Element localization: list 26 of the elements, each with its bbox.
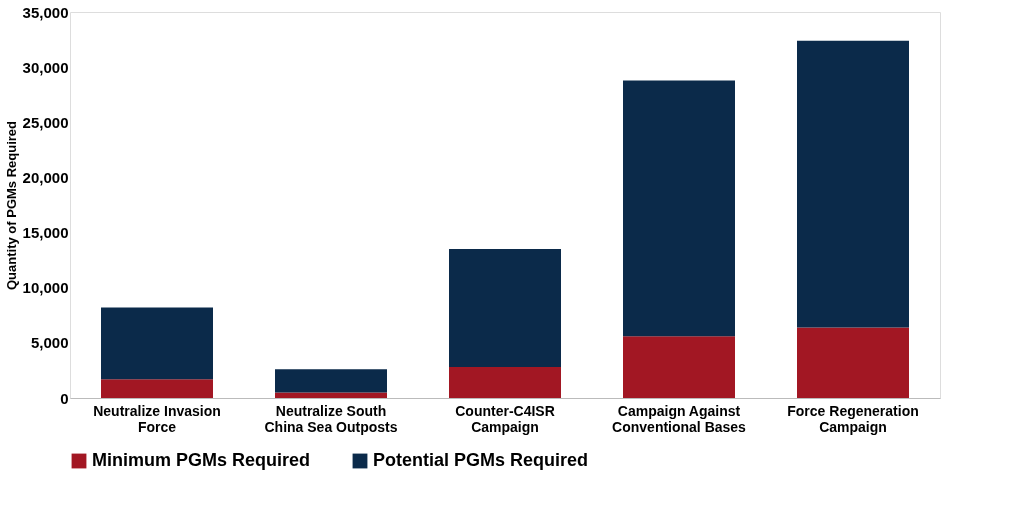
bar — [623, 80, 735, 337]
y-axis-title: Quantity of PGMs Required — [3, 120, 19, 291]
x-tick-label: Counter-C4ISR Campaign — [455, 402, 555, 435]
bar — [623, 336, 735, 398]
y-tick-label: 20,000 — [22, 168, 69, 186]
bar — [275, 392, 387, 398]
legend-label: Minimum PGMs Required — [92, 450, 311, 470]
bar — [797, 40, 909, 328]
y-tick-label: 10,000 — [22, 279, 69, 297]
y-tick-label: 5,000 — [30, 334, 69, 352]
bar — [101, 379, 213, 398]
bar — [797, 327, 909, 398]
x-tick-label: Neutralize Invasion Force — [93, 402, 221, 435]
legend-label: Potential PGMs Required — [373, 450, 589, 470]
bar — [449, 367, 561, 398]
y-tick-label: 0 — [60, 389, 69, 407]
bar — [449, 249, 561, 368]
x-tick-label: Neutralize South China Sea Outposts — [264, 402, 398, 435]
y-tick-label: 30,000 — [22, 58, 69, 76]
y-tick-label: 25,000 — [22, 113, 69, 131]
bar — [101, 307, 213, 380]
bar — [275, 369, 387, 393]
x-tick-label: Campaign Against Conventional Bases — [612, 402, 747, 435]
y-tick-label: 15,000 — [22, 224, 69, 242]
y-tick-label: 35,000 — [22, 3, 69, 21]
x-tick-label: Force Regeneration Campaign — [787, 402, 919, 435]
